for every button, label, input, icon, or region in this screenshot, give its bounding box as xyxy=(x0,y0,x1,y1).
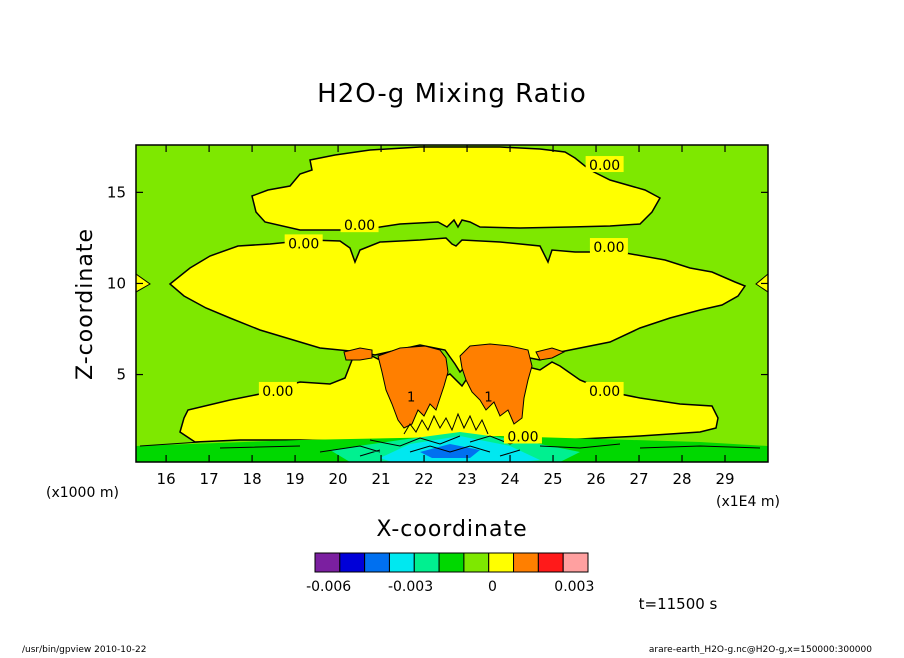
colorbar-swatch xyxy=(488,552,515,573)
contour-label: 0.00 xyxy=(262,384,293,400)
x-tick-label: 28 xyxy=(672,470,691,488)
contour-label-bg xyxy=(503,427,542,444)
y-tick-label: 15 xyxy=(107,183,126,201)
colorbar-tick-label: -0.003 xyxy=(388,579,433,595)
contour-labels: 0.00 0.00 0.00 0.00 0.00 0.00 0.00 1 1 xyxy=(258,156,628,445)
contour-label: 0.00 xyxy=(288,236,319,252)
colorbar-swatch xyxy=(388,552,415,573)
x-axis-label: X-coordinate xyxy=(376,517,527,542)
colorbar-swatch xyxy=(413,552,440,573)
colorbar-tick-label: -0.006 xyxy=(306,579,351,595)
chart-title: H2O-g Mixing Ratio xyxy=(317,79,587,109)
colorbar-swatch xyxy=(339,552,366,573)
contour-label: 0.00 xyxy=(593,240,624,256)
plot-frame xyxy=(135,144,769,463)
contour-label-bg xyxy=(589,238,628,255)
colorbar-swatch xyxy=(314,552,341,573)
contour-label-bg xyxy=(340,216,379,233)
plume-left-region xyxy=(377,345,449,429)
colorbar-swatch xyxy=(537,552,564,573)
y-axis-unit: (x1000 m) xyxy=(46,485,119,501)
y-tick-label: 5 xyxy=(116,366,126,384)
x-tick-label: 16 xyxy=(157,470,176,488)
x-axis: 16 17 18 19 20 21 22 23 24 25 26 27 28 29 xyxy=(157,145,735,488)
contour-label-bg xyxy=(284,234,323,251)
x-tick-label: 26 xyxy=(586,470,605,488)
y-axis: 5 10 15 xyxy=(107,183,768,384)
x-tick-label: 27 xyxy=(629,470,648,488)
colorbar-tick-label: 0.003 xyxy=(554,579,594,595)
contour-label: 0.00 xyxy=(589,384,620,400)
contour-plot: 0.00 0.00 0.00 0.00 0.00 0.00 0.00 1 1 xyxy=(136,145,768,462)
x-tick-label: 19 xyxy=(286,470,305,488)
colorbar-tick-label: 0 xyxy=(488,579,497,595)
plume-left-arm xyxy=(343,347,373,361)
surface-turbulence xyxy=(139,435,761,457)
contour-mark: 1 xyxy=(407,390,415,405)
time-annotation: t=11500 s xyxy=(639,595,718,613)
footer-right: arare-earth_H2O-g.nc@H2O-g,x=150000:3000… xyxy=(649,645,872,654)
contour-label-bg xyxy=(585,381,624,398)
plume-right-region xyxy=(459,343,533,425)
x-tick-label: 22 xyxy=(415,470,434,488)
colorbar-swatch xyxy=(364,552,390,573)
x-tick-label: 24 xyxy=(500,470,519,488)
contour-mark: 1 xyxy=(484,390,492,405)
colorbar-swatch xyxy=(562,552,589,573)
contour-label-bg xyxy=(585,156,624,173)
contour-label: 0.00 xyxy=(344,218,375,234)
colorbar: -0.006 -0.003 0 0.003 xyxy=(306,552,594,595)
plume-right-arm xyxy=(535,347,566,361)
y-axis-label: Z-coordinate xyxy=(73,228,98,380)
x-tick-label: 17 xyxy=(200,470,219,488)
x-tick-label: 21 xyxy=(372,470,391,488)
contour-label: 0.00 xyxy=(589,158,620,174)
x-axis-unit: (x1E4 m) xyxy=(716,494,780,510)
contour-label: 0.00 xyxy=(507,429,538,445)
x-tick-label: 20 xyxy=(329,470,348,488)
colorbar-swatch xyxy=(463,552,490,573)
contour-label-bg xyxy=(258,381,297,398)
colorbar-swatch xyxy=(438,552,465,573)
x-tick-label: 23 xyxy=(458,470,477,488)
x-tick-label: 29 xyxy=(715,470,734,488)
upper-moist-region xyxy=(251,146,662,231)
lower-crenellation xyxy=(403,412,489,435)
x-tick-label: 25 xyxy=(543,470,562,488)
footer-left: /usr/bin/gpview 2010-10-22 xyxy=(22,645,146,654)
x-tick-label: 18 xyxy=(243,470,262,488)
y-tick-label: 10 xyxy=(107,274,126,292)
colorbar-swatch xyxy=(513,552,539,573)
